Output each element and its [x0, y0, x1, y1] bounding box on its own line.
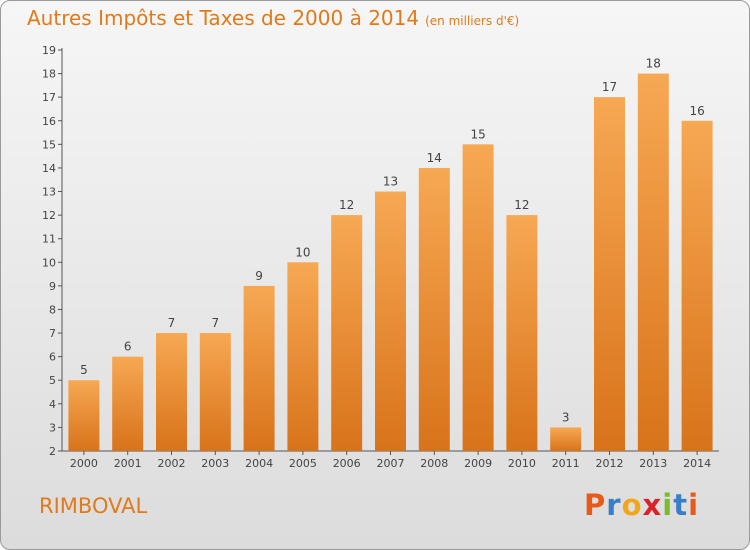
- bar: [112, 356, 144, 451]
- logo-letter: P: [584, 488, 607, 522]
- chart-bars: [68, 73, 713, 452]
- data-label: 18: [646, 57, 661, 71]
- data-label: 12: [514, 198, 529, 212]
- proxiti-logo: Proxiti: [584, 488, 699, 522]
- bar: [199, 333, 231, 451]
- bar: [462, 144, 494, 451]
- bar: [418, 167, 450, 452]
- y-tick-label: 17: [42, 91, 56, 104]
- bar: [331, 215, 363, 451]
- x-tick-label: 2003: [201, 457, 229, 470]
- chart-title-text: Autres Impôts et Taxes de 2000 à 2014: [27, 6, 420, 30]
- y-tick-label: 5: [49, 374, 56, 387]
- y-tick-label: 8: [49, 303, 56, 316]
- bar: [68, 380, 100, 451]
- x-tick-label: 2007: [377, 457, 405, 470]
- data-label: 13: [383, 175, 398, 189]
- x-tick-label: 2001: [114, 457, 142, 470]
- x-tick-label: 2011: [552, 457, 580, 470]
- data-label: 17: [602, 80, 617, 94]
- logo-letter: i: [688, 488, 700, 522]
- x-tick-label: 2014: [683, 457, 711, 470]
- x-tick-label: 2012: [596, 457, 624, 470]
- x-tick-label: 2013: [639, 457, 667, 470]
- bar: [681, 120, 713, 451]
- y-tick-label: 9: [49, 280, 56, 293]
- y-tick-label: 14: [42, 162, 56, 175]
- x-tick-label: 2004: [245, 457, 273, 470]
- data-label: 15: [470, 127, 485, 141]
- y-tick-label: 6: [49, 351, 56, 364]
- x-tick-label: 2005: [289, 457, 317, 470]
- y-tick-label: 7: [49, 327, 56, 340]
- logo-letter: i: [662, 488, 674, 522]
- x-tick-label: 2006: [333, 457, 361, 470]
- data-label: 7: [168, 316, 176, 330]
- commune-name: RIMBOVAL: [39, 494, 148, 518]
- data-label: 9: [255, 269, 263, 283]
- x-tick-label: 2008: [420, 457, 448, 470]
- bar: [156, 333, 187, 451]
- data-label: 3: [562, 410, 570, 424]
- y-tick-label: 18: [42, 68, 56, 81]
- y-tick-label: 2: [49, 445, 56, 458]
- chart-labels: 2000 5 2001 6 2002 7 2003 7 2004 9 2005 10 2006 12 200…: [70, 57, 711, 470]
- y-tick-label: 10: [42, 256, 56, 269]
- logo-letter: o: [621, 488, 643, 522]
- bar: [287, 262, 319, 451]
- data-label: 10: [295, 245, 310, 259]
- y-tick-label: 12: [42, 209, 56, 222]
- y-tick-label: 3: [49, 421, 56, 434]
- logo-letter: x: [642, 488, 663, 522]
- y-tick-label: 11: [42, 233, 56, 246]
- bar: [594, 97, 625, 452]
- y-tick-label: 16: [42, 115, 56, 128]
- bar: [637, 73, 669, 452]
- bar: [506, 215, 538, 451]
- data-label: 16: [689, 104, 704, 118]
- y-tick-label: 13: [42, 186, 56, 199]
- bar: [550, 427, 582, 451]
- bar: [243, 285, 275, 451]
- bar: [375, 191, 406, 451]
- x-tick-label: 2009: [464, 457, 492, 470]
- x-tick-label: 2000: [70, 457, 98, 470]
- x-tick-label: 2002: [158, 457, 186, 470]
- x-tick-label: 2010: [508, 457, 536, 470]
- logo-letter: r: [606, 488, 622, 522]
- y-tick-label: 4: [49, 398, 56, 411]
- chart-unit: (en milliers d'€): [425, 14, 520, 28]
- y-tick-label: 15: [42, 138, 56, 151]
- y-tick-label: 19: [42, 44, 56, 57]
- data-label: 6: [124, 340, 132, 354]
- data-label: 7: [211, 316, 219, 330]
- data-label: 12: [339, 198, 354, 212]
- data-label: 5: [80, 363, 88, 377]
- data-label: 14: [427, 151, 442, 165]
- chart-title: Autres Impôts et Taxes de 2000 à 2014 (en…: [27, 6, 519, 30]
- logo-letter: t: [673, 488, 689, 522]
